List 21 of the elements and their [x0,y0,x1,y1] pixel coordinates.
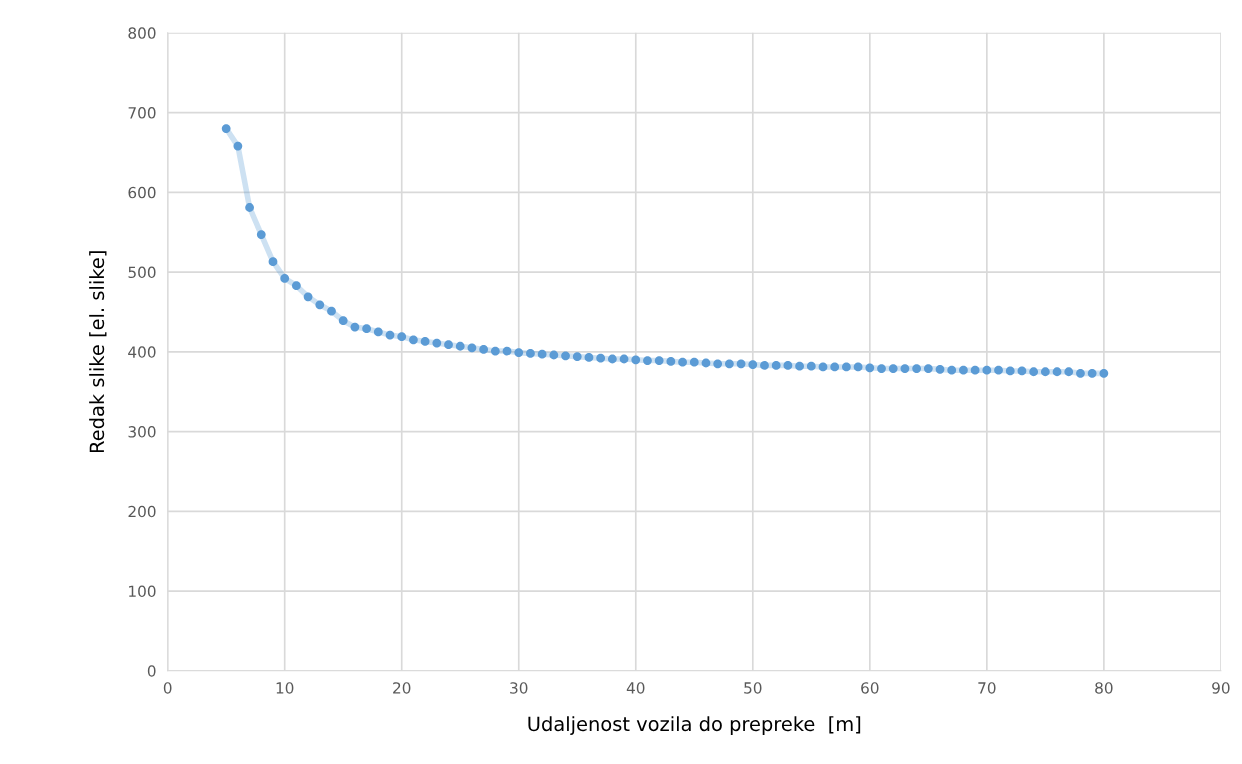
y-tick-label: 400 [128,346,156,358]
x-tick-label: 0 [163,682,172,694]
y-tick-label: 0 [147,665,156,677]
y-tick-label: 200 [128,505,156,518]
x-tick-label: 10 [276,682,294,694]
y-tick-label: 300 [128,426,156,438]
x-tick-label: 20 [393,682,411,694]
y-tick-label: 700 [128,107,156,119]
x-tick-label: 60 [861,682,879,694]
x-tick-label: 90 [1212,682,1230,694]
x-tick-label: 80 [1095,682,1113,694]
x-tick-label: 40 [626,682,645,694]
y-tick-label: 500 [128,266,156,279]
x-tick-label: 50 [744,682,762,694]
x-tick-label: 70 [978,682,996,694]
x-axis-title: Udaljenost vozila do prepreke [m] [528,716,861,735]
x-tick-label: 30 [510,682,528,694]
y-tick-label: 100 [129,585,156,598]
y-axis-title: Redak slike [el. slike] [89,251,107,453]
y-tick-label: 600 [128,186,156,199]
y-tick-label: 800 [128,27,156,39]
